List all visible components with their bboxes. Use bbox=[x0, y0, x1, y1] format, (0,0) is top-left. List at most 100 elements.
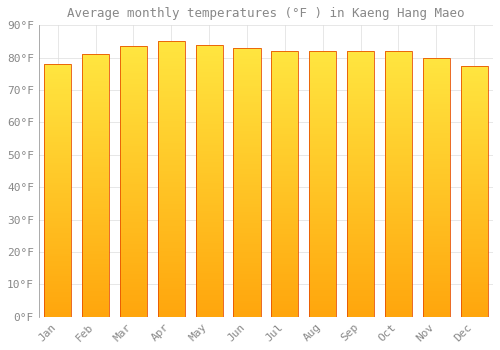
Bar bbox=[82, 246, 109, 248]
Bar bbox=[234, 306, 260, 309]
Bar bbox=[385, 274, 412, 277]
Bar bbox=[347, 243, 374, 245]
Bar bbox=[309, 83, 336, 86]
Bar bbox=[44, 97, 72, 99]
Bar bbox=[158, 97, 185, 99]
Bar bbox=[271, 158, 298, 160]
Bar bbox=[44, 132, 72, 135]
Bar bbox=[271, 144, 298, 147]
Bar bbox=[460, 249, 488, 252]
Bar bbox=[271, 184, 298, 187]
Bar bbox=[82, 199, 109, 201]
Bar bbox=[120, 306, 147, 309]
Bar bbox=[196, 156, 223, 159]
Bar bbox=[234, 188, 260, 190]
Bar bbox=[271, 261, 298, 264]
Bar bbox=[196, 246, 223, 249]
Bar bbox=[271, 282, 298, 285]
Bar bbox=[347, 312, 374, 314]
Bar bbox=[120, 271, 147, 274]
Bar bbox=[196, 216, 223, 219]
Bar bbox=[309, 195, 336, 197]
Bar bbox=[82, 94, 109, 96]
Bar bbox=[422, 200, 450, 203]
Bar bbox=[271, 59, 298, 62]
Bar bbox=[196, 189, 223, 192]
Bar bbox=[196, 45, 223, 48]
Bar bbox=[422, 99, 450, 102]
Bar bbox=[196, 129, 223, 132]
Bar bbox=[158, 52, 185, 55]
Bar bbox=[460, 189, 488, 191]
Bar bbox=[196, 279, 223, 281]
Bar bbox=[196, 154, 223, 156]
Bar bbox=[347, 67, 374, 70]
Bar bbox=[234, 131, 260, 134]
Bar bbox=[460, 264, 488, 267]
Bar bbox=[385, 72, 412, 75]
Bar bbox=[422, 120, 450, 122]
Bar bbox=[309, 301, 336, 303]
Bar bbox=[385, 80, 412, 83]
Bar bbox=[309, 208, 336, 211]
Bar bbox=[158, 110, 185, 113]
Bar bbox=[271, 64, 298, 67]
Bar bbox=[44, 150, 72, 153]
Bar bbox=[271, 290, 298, 293]
Bar bbox=[120, 130, 147, 133]
Bar bbox=[158, 273, 185, 275]
Bar bbox=[385, 86, 412, 89]
Bar bbox=[460, 108, 488, 111]
Bar bbox=[196, 107, 223, 110]
Bar bbox=[158, 132, 185, 135]
Bar bbox=[44, 294, 72, 296]
Bar bbox=[347, 224, 374, 226]
Bar bbox=[44, 120, 72, 122]
Bar bbox=[309, 179, 336, 181]
Bar bbox=[271, 298, 298, 301]
Bar bbox=[422, 267, 450, 270]
Bar bbox=[196, 132, 223, 134]
Bar bbox=[422, 156, 450, 159]
Bar bbox=[44, 203, 72, 206]
Bar bbox=[271, 280, 298, 282]
Bar bbox=[385, 149, 412, 152]
Bar bbox=[385, 253, 412, 256]
Bar bbox=[120, 95, 147, 98]
Bar bbox=[460, 191, 488, 194]
Bar bbox=[347, 285, 374, 288]
Bar bbox=[234, 193, 260, 196]
Bar bbox=[120, 108, 147, 111]
Bar bbox=[196, 91, 223, 94]
Bar bbox=[196, 303, 223, 306]
Bar bbox=[82, 194, 109, 196]
Bar bbox=[158, 99, 185, 102]
Bar bbox=[44, 231, 72, 233]
Bar bbox=[196, 249, 223, 252]
Bar bbox=[82, 65, 109, 68]
Bar bbox=[234, 285, 260, 287]
Bar bbox=[385, 312, 412, 314]
Bar bbox=[158, 248, 185, 251]
Bar bbox=[234, 309, 260, 312]
Bar bbox=[82, 102, 109, 104]
Bar bbox=[309, 160, 336, 163]
Bar bbox=[196, 145, 223, 148]
Bar bbox=[422, 133, 450, 135]
Bar bbox=[385, 272, 412, 274]
Bar bbox=[158, 75, 185, 77]
Bar bbox=[234, 201, 260, 204]
Bar bbox=[120, 127, 147, 130]
Bar bbox=[309, 128, 336, 131]
Bar bbox=[422, 60, 450, 63]
Bar bbox=[44, 110, 72, 112]
Bar bbox=[120, 179, 147, 182]
Bar bbox=[158, 160, 185, 163]
Bar bbox=[385, 62, 412, 64]
Bar bbox=[422, 76, 450, 78]
Bar bbox=[309, 314, 336, 317]
Bar bbox=[460, 68, 488, 71]
Bar bbox=[44, 180, 72, 183]
Bar bbox=[158, 265, 185, 267]
Bar bbox=[460, 184, 488, 186]
